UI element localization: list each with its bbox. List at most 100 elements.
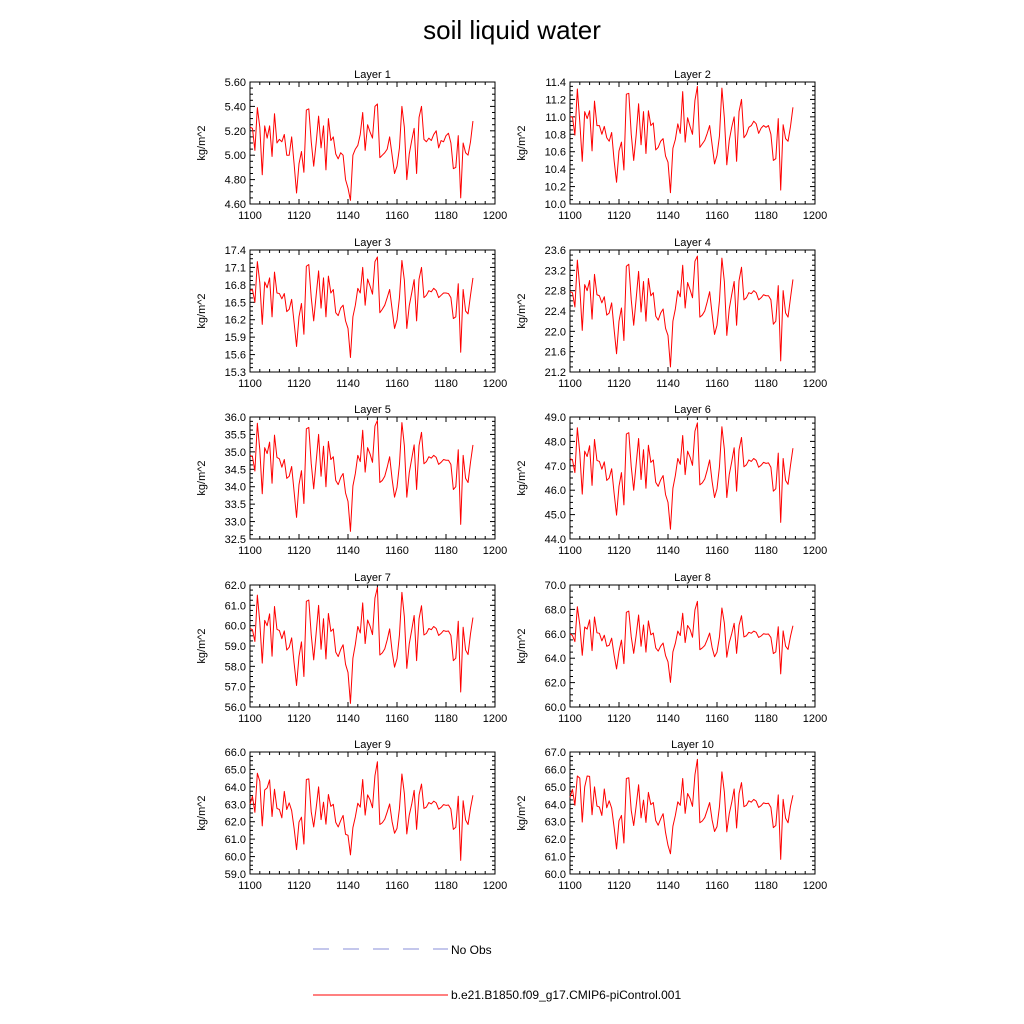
x-tick-label: 1180 — [754, 378, 778, 390]
panel-layer-5: Layer 5 1100 1120 1140 1160 1180 1200 32.5 33.0 3… — [196, 404, 507, 557]
x-tick-label: 1120 — [607, 713, 631, 725]
x-tick-label: 1160 — [385, 713, 409, 725]
y-axis-label: kg/m^2 — [196, 293, 208, 328]
x-tick-label: 1120 — [287, 378, 311, 390]
x-tick-label: 1140 — [656, 210, 680, 222]
y-tick-label: 45.0 — [545, 510, 566, 522]
panel-title: Layer 5 — [354, 404, 391, 416]
y-tick-label: 11.4 — [545, 77, 566, 89]
chart-title: soil liquid water — [423, 15, 601, 45]
y-tick-label: 32.5 — [225, 534, 246, 546]
y-tick-label: 36.0 — [225, 412, 246, 424]
series-line — [249, 419, 474, 532]
x-tick-label: 1180 — [754, 545, 778, 557]
y-tick-label: 34.5 — [225, 464, 246, 476]
legend-model-label: b.e21.B1850.f09_g17.CMIP6-piControl.001 — [451, 988, 681, 1002]
y-tick-label: 21.2 — [545, 367, 566, 379]
y-tick-label: 10.4 — [545, 164, 566, 176]
x-tick-label: 1100 — [238, 545, 262, 557]
plot-frame — [569, 249, 816, 373]
y-tick-label: 62.0 — [225, 580, 246, 592]
y-tick-label: 17.4 — [225, 245, 246, 257]
y-tick-label: 59.0 — [225, 641, 246, 653]
y-tick-label: 68.0 — [545, 604, 566, 616]
legend: No Obs b.e21.B1850.f09_g17.CMIP6-piContr… — [313, 943, 681, 1002]
y-tick-label: 61.0 — [225, 834, 246, 846]
y-axis-label: kg/m^2 — [516, 293, 528, 328]
y-tick-label: 66.0 — [225, 747, 246, 759]
y-tick-label: 70.0 — [545, 580, 566, 592]
y-tick-label: 59.0 — [225, 869, 246, 881]
y-axis-label: kg/m^2 — [516, 795, 528, 830]
y-tick-label: 22.8 — [545, 286, 566, 298]
series-line — [570, 85, 794, 194]
y-tick-label: 60.0 — [545, 702, 566, 714]
panel-title: Layer 8 — [674, 572, 711, 584]
y-tick-label: 11.0 — [545, 112, 566, 124]
x-tick-label: 1120 — [287, 713, 311, 725]
plot-frame — [249, 751, 496, 875]
y-tick-label: 23.2 — [545, 265, 566, 277]
y-tick-label: 5.00 — [225, 150, 246, 162]
x-tick-label: 1200 — [803, 378, 827, 390]
x-tick-label: 1140 — [336, 545, 360, 557]
panel-layer-4: Layer 4 1100 1120 1140 1160 1180 1200 21.2 21.6 2… — [516, 237, 827, 390]
x-tick-label: 1120 — [287, 545, 311, 557]
x-tick-label: 1160 — [705, 880, 729, 892]
series-line — [569, 422, 794, 530]
y-tick-label: 16.2 — [225, 315, 246, 327]
y-tick-label: 60.0 — [225, 852, 246, 864]
y-tick-label: 15.9 — [225, 332, 246, 344]
y-tick-label: 4.80 — [225, 175, 246, 187]
x-tick-label: 1140 — [656, 378, 680, 390]
y-axis-label: kg/m^2 — [196, 460, 208, 495]
x-tick-label: 1100 — [558, 880, 582, 892]
x-tick-label: 1200 — [483, 545, 507, 557]
y-tick-label: 63.0 — [545, 817, 566, 829]
x-tick-label: 1120 — [607, 378, 631, 390]
y-tick-label: 33.5 — [225, 499, 246, 511]
y-tick-label: 64.0 — [545, 653, 566, 665]
x-tick-label: 1140 — [656, 545, 680, 557]
y-tick-label: 62.0 — [545, 678, 566, 690]
x-tick-label: 1200 — [483, 880, 507, 892]
x-tick-label: 1200 — [803, 713, 827, 725]
y-tick-label: 11.2 — [545, 94, 566, 106]
x-tick-label: 1140 — [656, 713, 680, 725]
x-tick-label: 1200 — [483, 713, 507, 725]
y-tick-label: 61.0 — [545, 852, 566, 864]
y-tick-label: 60.0 — [545, 869, 566, 881]
y-tick-label: 16.8 — [225, 280, 246, 292]
y-tick-label: 66.0 — [545, 764, 566, 776]
y-tick-label: 64.0 — [225, 782, 246, 794]
y-tick-label: 16.5 — [225, 297, 246, 309]
y-tick-label: 15.6 — [225, 350, 246, 362]
y-tick-label: 22.0 — [545, 326, 566, 338]
y-tick-label: 56.0 — [225, 702, 246, 714]
plot-frame — [569, 81, 816, 205]
x-tick-label: 1180 — [434, 378, 458, 390]
x-tick-label: 1200 — [803, 210, 827, 222]
panel-layer-2: Layer 2 1100 1120 1140 1160 1180 1200 10.0 10.2 1… — [516, 69, 827, 222]
y-tick-label: 66.0 — [545, 629, 566, 641]
y-tick-label: 5.40 — [225, 101, 246, 113]
y-tick-label: 5.60 — [225, 77, 246, 89]
x-tick-label: 1120 — [607, 210, 631, 222]
panel-layer-3: Layer 3 1100 1120 1140 1160 1180 1200 15.3 15.6 1… — [196, 237, 507, 390]
legend-obs-label: No Obs — [451, 943, 492, 957]
y-tick-label: 48.0 — [545, 436, 566, 448]
panel-title: Layer 7 — [354, 572, 391, 584]
x-tick-label: 1180 — [754, 210, 778, 222]
x-tick-label: 1200 — [483, 210, 507, 222]
x-tick-label: 1140 — [656, 880, 680, 892]
y-tick-label: 10.8 — [545, 129, 566, 141]
y-tick-label: 21.6 — [545, 347, 566, 359]
x-tick-label: 1160 — [385, 210, 409, 222]
panel-title: Layer 4 — [674, 237, 711, 249]
y-tick-label: 44.0 — [545, 534, 566, 546]
panel-title: Layer 2 — [674, 69, 711, 81]
x-tick-label: 1160 — [385, 545, 409, 557]
x-tick-label: 1140 — [336, 880, 360, 892]
panel-layer-1: Layer 1 1100 1120 1140 1160 1180 1200 4.60 4.80 5… — [196, 69, 507, 222]
